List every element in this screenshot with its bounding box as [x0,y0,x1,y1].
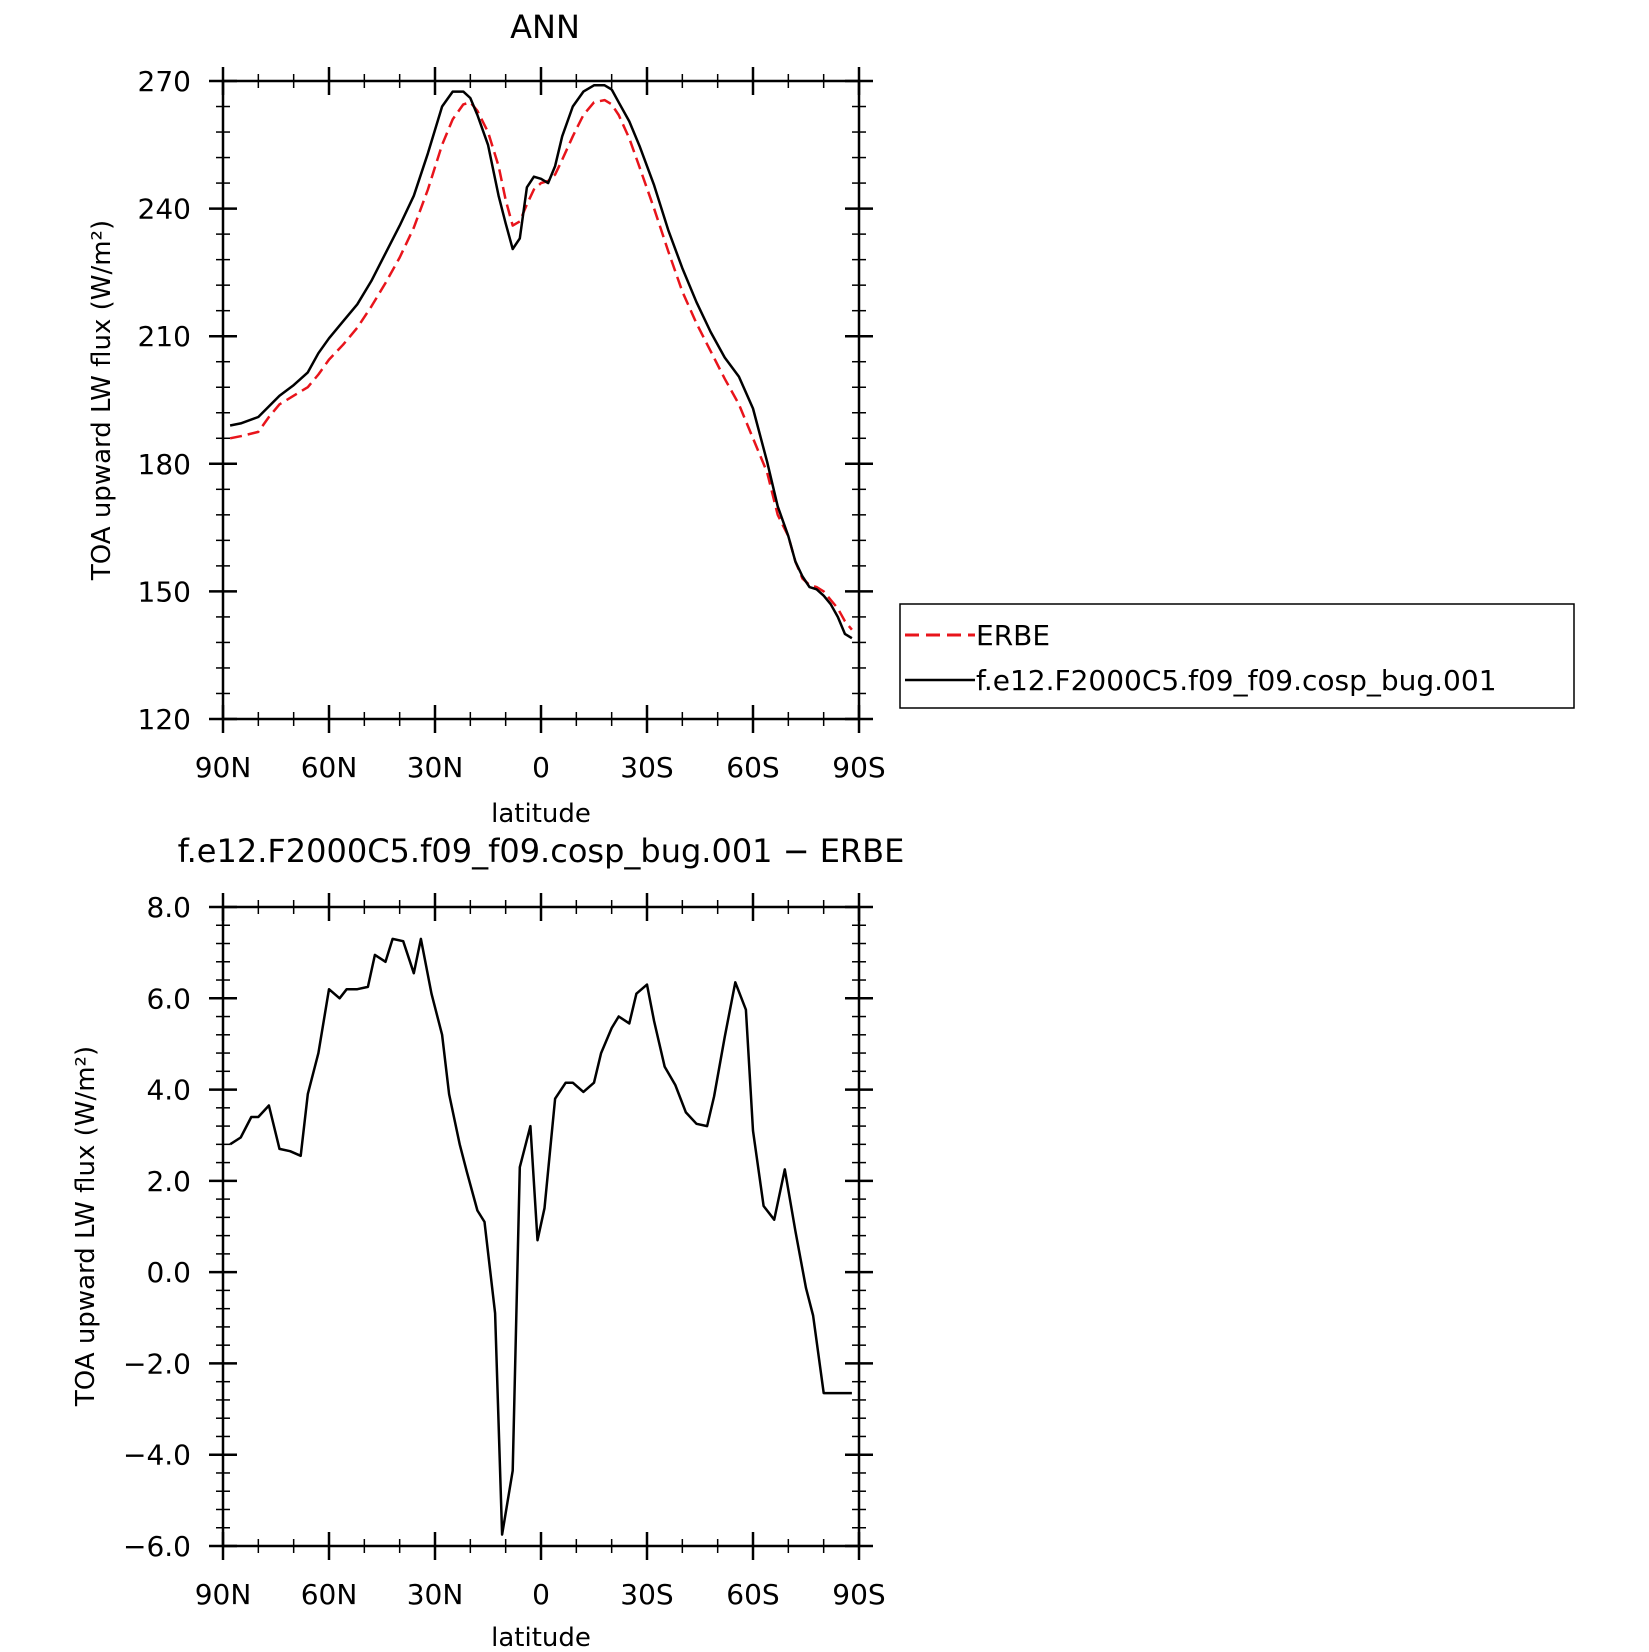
top-plot-frame [221,79,861,721]
bottom-ylabel: TOA upward LW flux (W/m²) [71,1046,101,1407]
y-tick-label: −4.0 [123,1439,191,1472]
top-title: ANN [510,8,580,46]
y-tick-label: 240 [138,193,191,226]
top-ylabel: TOA upward LW flux (W/m²) [87,220,117,581]
y-tick-label: 120 [138,703,191,736]
x-tick-label: 90S [832,751,885,784]
legend-label-erbe: ERBE [976,619,1050,652]
bottom-xtick-labels: 90N 60N 30N 0 30S 60S 90S [195,1578,886,1611]
legend-label-model: f.e12.F2000C5.f09_f09.cosp_bug.001 [976,664,1497,697]
x-tick-label: 0 [532,1578,550,1611]
x-tick-label: 30N [407,751,464,784]
top-xlabel: latitude [491,799,591,829]
bottom-xlabel: latitude [491,1623,591,1652]
x-tick-label: 60S [726,751,779,784]
bottom-series [229,937,852,1536]
top-xtick-labels: 90N 60N 30N 0 30S 60S 90S [195,751,886,784]
legend-box [899,603,1575,709]
bottom-plot-frame [221,905,861,1548]
y-tick-label: 0.0 [146,1256,191,1289]
top-series [229,84,853,640]
bottom-panel: f.e12.F2000C5.f09_f09.cosp_bug.001 − ERB… [71,832,904,1652]
legend: ERBE f.e12.F2000C5.f09_f09.cosp_bug.001 [899,603,1575,709]
y-tick-label: 6.0 [146,982,191,1015]
y-tick-label: 180 [138,448,191,481]
x-tick-label: 30S [620,751,673,784]
x-tick-label: 90N [195,751,252,784]
bottom-title: f.e12.F2000C5.f09_f09.cosp_bug.001 − ERB… [178,832,905,870]
x-tick-label: 90S [832,1578,885,1611]
y-tick-label: 270 [138,65,191,98]
x-tick-label: 90N [195,1578,252,1611]
x-tick-label: 60S [726,1578,779,1611]
series-line-difference [229,937,852,1536]
x-tick-label: 30N [407,1578,464,1611]
x-tick-label: 30S [620,1578,673,1611]
y-tick-label: 8.0 [146,891,191,924]
y-tick-label: 4.0 [146,1074,191,1107]
y-tick-label: −2.0 [123,1347,191,1380]
top-ytick-labels: 120 150 180 210 240 270 [138,65,191,736]
bottom-ytick-labels: −6.0 −4.0 −2.0 0.0 2.0 4.0 6.0 8.0 [123,891,191,1563]
x-tick-label: 60N [301,1578,358,1611]
y-tick-label: −6.0 [123,1530,191,1563]
y-tick-label: 210 [138,320,191,353]
top-ticks [209,67,873,733]
y-tick-label: 2.0 [146,1165,191,1198]
series-line-erbe [229,98,853,631]
x-tick-label: 0 [532,751,550,784]
y-tick-label: 150 [138,575,191,608]
x-tick-label: 60N [301,751,358,784]
series-line-f-e12-f2000c5-f09-f09-cosp-bug-001 [229,84,853,640]
